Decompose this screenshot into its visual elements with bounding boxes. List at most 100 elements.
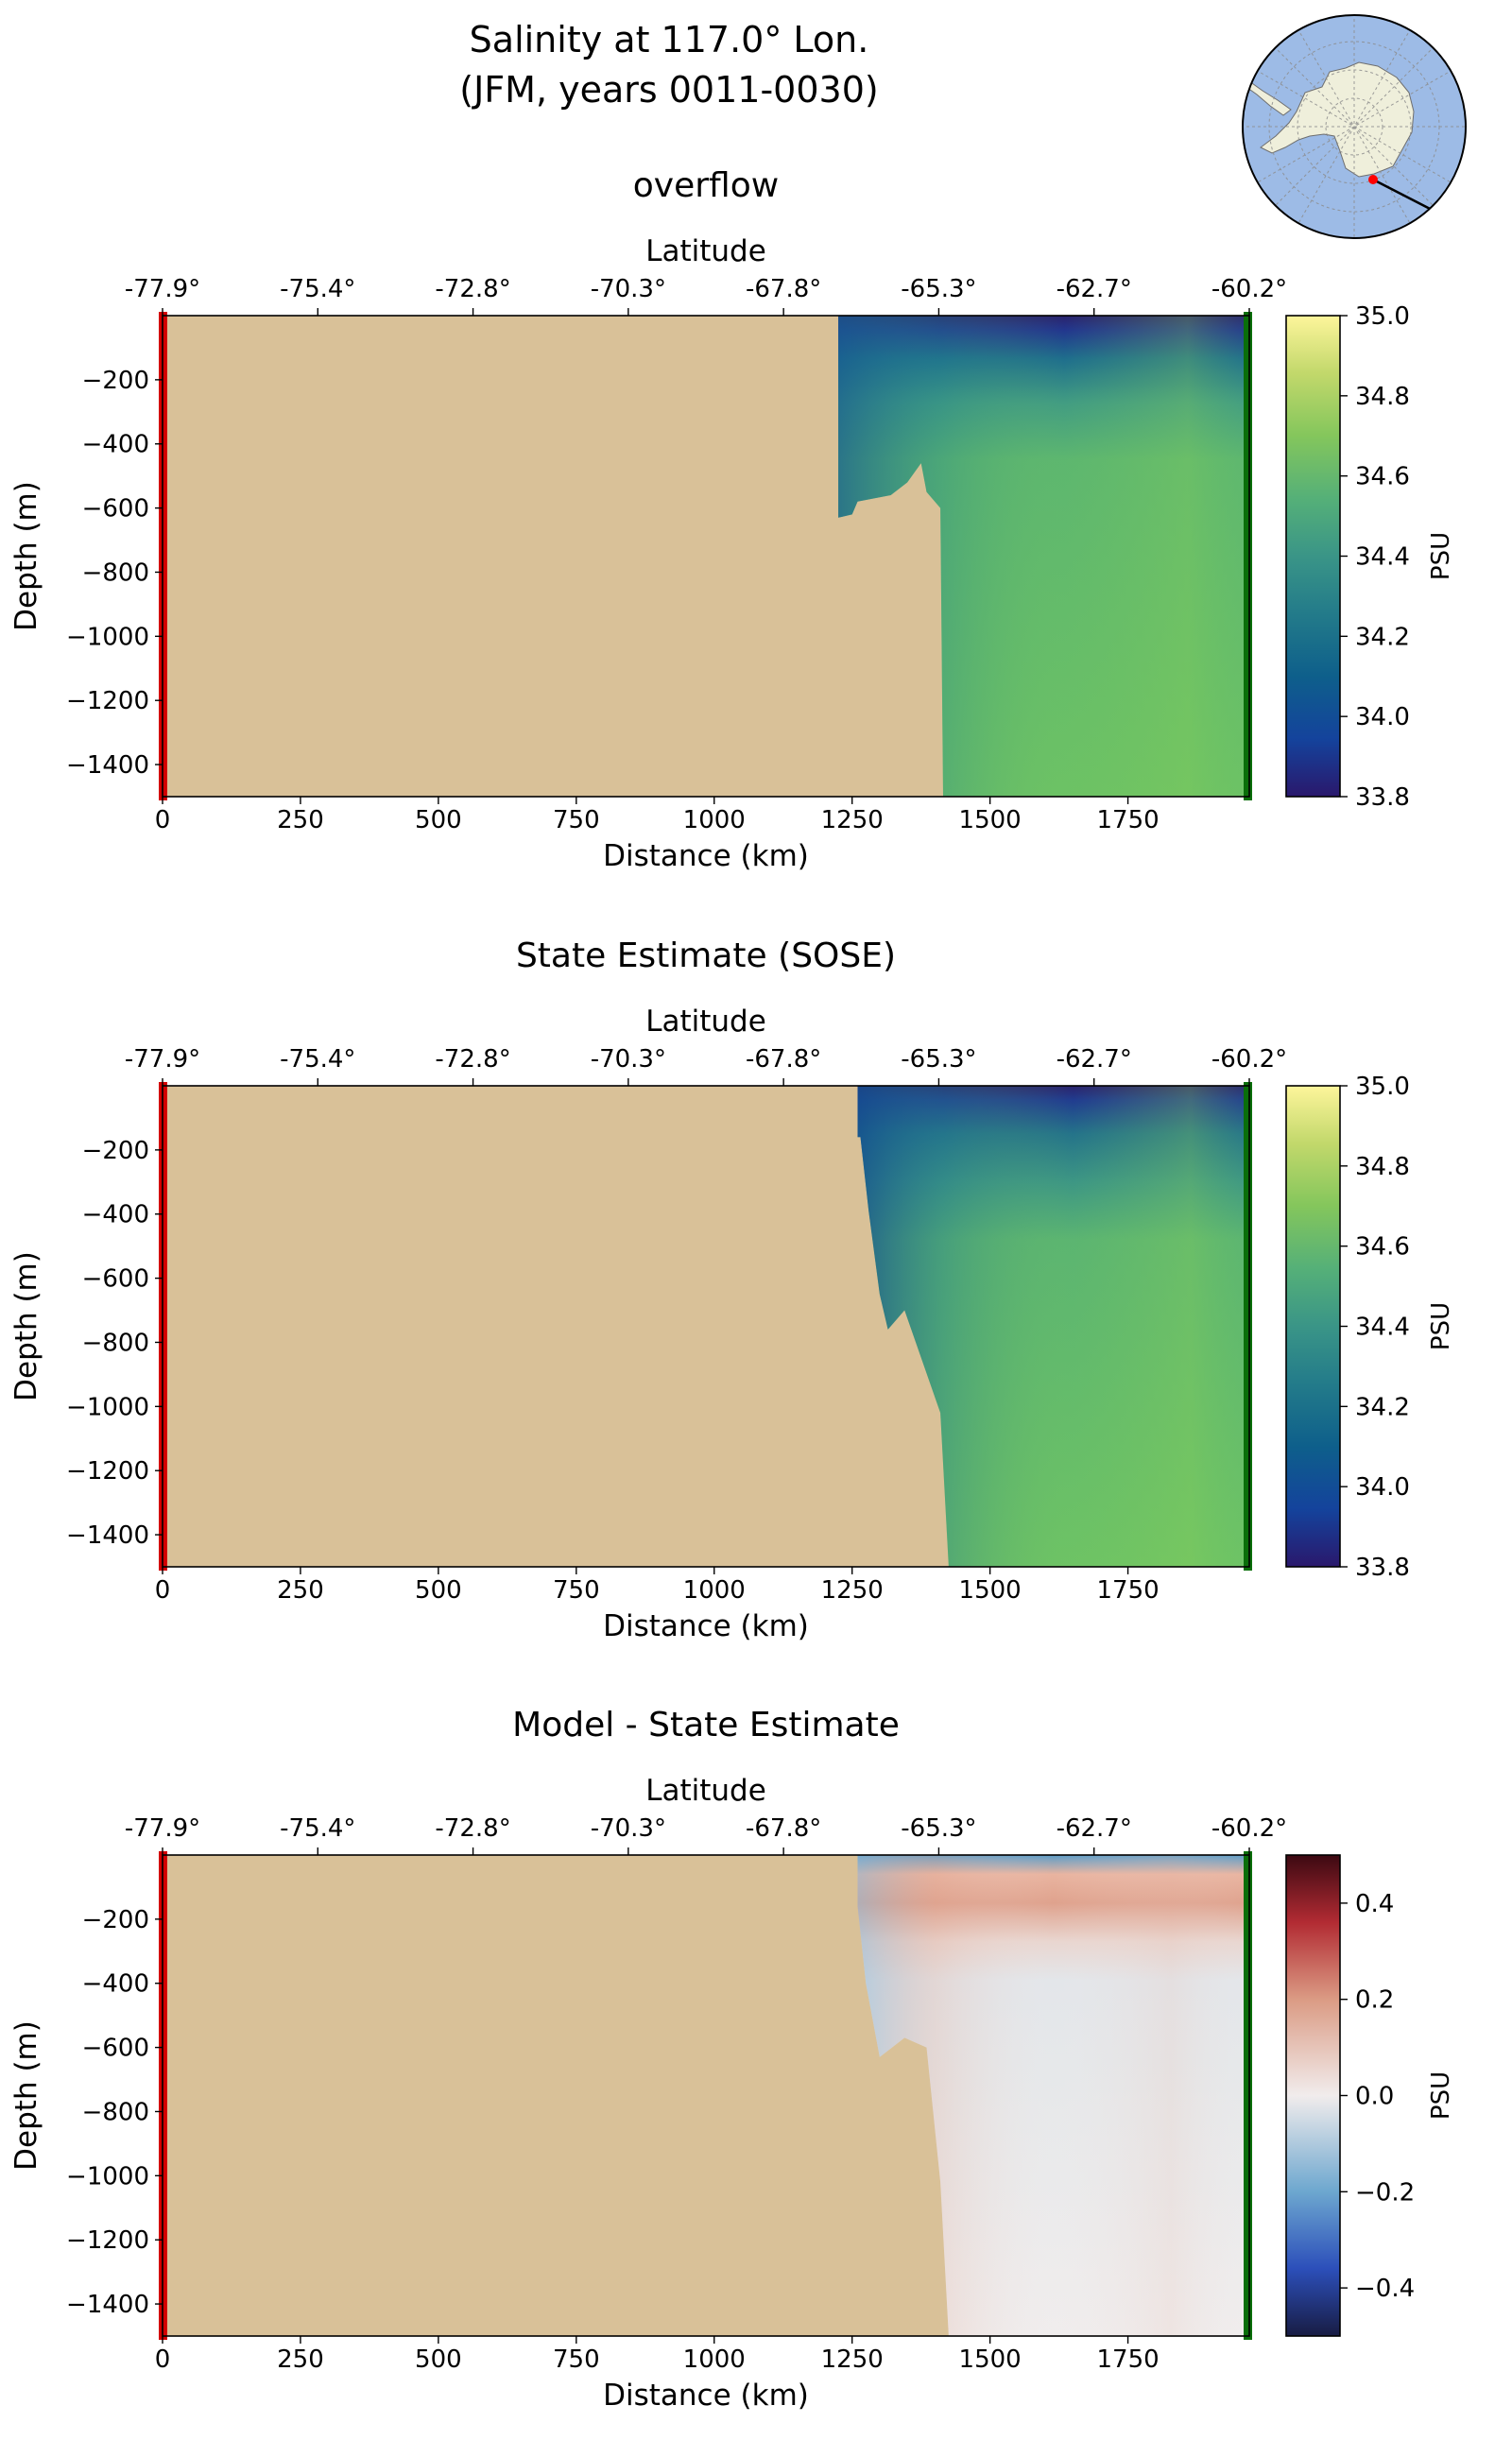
lat-tick-label: -62.7° (1057, 275, 1132, 303)
colorbar (1285, 1854, 1341, 2337)
x-axis-label: Distance (km) (603, 839, 809, 873)
x-tick-label: 1000 (683, 1576, 746, 1605)
lat-tick-label: -77.9° (125, 275, 200, 303)
colorbar-tick-label: 34.4 (1355, 1314, 1410, 1342)
x-tick-label: 1000 (683, 2345, 746, 2374)
lat-tick-label: -77.9° (125, 1045, 200, 1074)
y-tick-label: −1000 (66, 1393, 149, 1421)
panel-title: Model - State Estimate (512, 1706, 900, 1744)
graticule (1243, 15, 1466, 238)
lat-tick-label: -60.2° (1211, 1045, 1287, 1074)
y-tick-label: −800 (82, 1329, 149, 1357)
x-tick-label: 250 (277, 806, 324, 834)
colorbar-tick-label: 34.2 (1355, 1393, 1410, 1421)
x-axis-label: Distance (km) (603, 1609, 809, 1643)
transect-end-bar (1244, 1851, 1252, 2340)
lat-tick-label: -75.4° (280, 1045, 355, 1074)
lat-tick-label: -62.7° (1057, 1045, 1132, 1074)
y-tick-label: −800 (82, 2098, 149, 2126)
y-tick-label: −600 (82, 495, 149, 524)
lat-tick-label: -60.2° (1211, 275, 1287, 303)
axes-frame (162, 1085, 1250, 1568)
top-axis-label: Latitude (645, 1774, 766, 1808)
y-tick-label: −400 (82, 1970, 149, 1999)
y-tick-label: −1400 (66, 751, 149, 780)
colorbar-tick-label: 0.2 (1355, 1986, 1394, 2015)
lat-tick-label: -70.3° (591, 275, 666, 303)
transect-end-bar (1244, 1082, 1252, 1571)
colorbar-tick-label: 0.0 (1355, 2083, 1394, 2111)
colorbar-label: PSU (1427, 2071, 1455, 2120)
y-tick-label: −200 (82, 367, 149, 395)
ocean-field-overlay (857, 1855, 1249, 2336)
axes-frame (162, 315, 1250, 798)
lat-tick-label: -60.2° (1211, 1814, 1287, 1843)
axes-frame (162, 1854, 1250, 2337)
figure-title-line1: Salinity at 117.0° Lon. (470, 19, 869, 60)
lat-tick-label: -72.8° (435, 275, 510, 303)
panel-title: overflow (633, 166, 779, 205)
y-tick-label: −200 (82, 1137, 149, 1165)
y-axis-label: Depth (m) (9, 1251, 43, 1401)
x-tick-label: 750 (553, 1576, 600, 1605)
x-tick-label: 250 (277, 2345, 324, 2374)
y-tick-label: −1000 (66, 623, 149, 651)
lat-tick-label: -77.9° (125, 1814, 200, 1843)
inset-map (1242, 14, 1467, 239)
lat-tick-label: -72.8° (435, 1045, 510, 1074)
x-tick-label: 0 (155, 2345, 171, 2374)
colorbar-tick-label: 34.2 (1355, 623, 1410, 651)
x-tick-label: 0 (155, 1576, 171, 1605)
ocean-field-overlay (857, 1086, 1249, 1567)
y-tick-label: −1400 (66, 1521, 149, 1550)
lat-tick-label: -65.3° (901, 1045, 976, 1074)
colorbar-label: PSU (1427, 532, 1455, 580)
figure-title-line2: (JFM, years 0011-0030) (459, 69, 878, 111)
ocean-field-overlay (838, 316, 1249, 797)
colorbar-tick-label: 34.0 (1355, 1473, 1410, 1502)
panel-2: 0 250 500 750 1000 1250 1500 1750 Distance (km) −… (9, 1706, 1455, 2413)
lat-tick-label: -67.8° (746, 1814, 821, 1843)
x-tick-label: 1750 (1096, 806, 1159, 834)
x-tick-label: 1500 (959, 1576, 1022, 1605)
x-tick-label: 500 (415, 2345, 462, 2374)
x-tick-label: 1250 (821, 806, 884, 834)
lat-tick-label: -65.3° (901, 275, 976, 303)
colorbar-tick-label: 34.6 (1355, 1233, 1410, 1262)
colorbar-tick-label: −0.4 (1355, 2275, 1415, 2303)
x-tick-label: 0 (155, 806, 171, 834)
y-tick-label: −1200 (66, 2226, 149, 2255)
top-axis-label: Latitude (645, 234, 766, 268)
lat-tick-label: -67.8° (746, 275, 821, 303)
transect-end-bar (1244, 312, 1252, 800)
colorbar-tick-label: 34.0 (1355, 703, 1410, 731)
x-tick-label: 250 (277, 1576, 324, 1605)
transect-end-marker (1433, 208, 1442, 217)
lat-tick-label: -65.3° (901, 1814, 976, 1843)
x-tick-label: 750 (553, 806, 600, 834)
y-tick-label: −400 (82, 1201, 149, 1229)
x-axis-label: Distance (km) (603, 2379, 809, 2413)
colorbar-tick-label: 34.8 (1355, 383, 1410, 411)
colorbar-tick-label: 34.8 (1355, 1153, 1410, 1181)
y-axis-label: Depth (m) (9, 481, 43, 631)
lat-tick-label: -75.4° (280, 275, 355, 303)
panel-0: 0 250 500 750 1000 1250 1500 1750 Distance (km) −… (9, 166, 1455, 873)
lat-tick-label: -70.3° (591, 1814, 666, 1843)
colorbar-tick-label: 33.8 (1355, 1554, 1410, 1582)
transect-start-marker (1368, 175, 1378, 184)
lat-tick-label: -70.3° (591, 1045, 666, 1074)
y-tick-label: −200 (82, 1906, 149, 1934)
colorbar-tick-label: 35.0 (1355, 302, 1410, 331)
panel-title: State Estimate (SOSE) (516, 936, 896, 975)
panel-1: 0 250 500 750 1000 1250 1500 1750 Distance (km) −… (9, 936, 1455, 1643)
top-axis-label: Latitude (645, 1005, 766, 1039)
x-tick-label: 750 (553, 2345, 600, 2374)
y-tick-label: −1200 (66, 1457, 149, 1486)
x-tick-label: 1750 (1096, 2345, 1159, 2374)
x-tick-label: 1500 (959, 2345, 1022, 2374)
colorbar-tick-label: 35.0 (1355, 1073, 1410, 1101)
colorbar-tick-label: 33.8 (1355, 783, 1410, 812)
y-axis-label: Depth (m) (9, 2020, 43, 2171)
